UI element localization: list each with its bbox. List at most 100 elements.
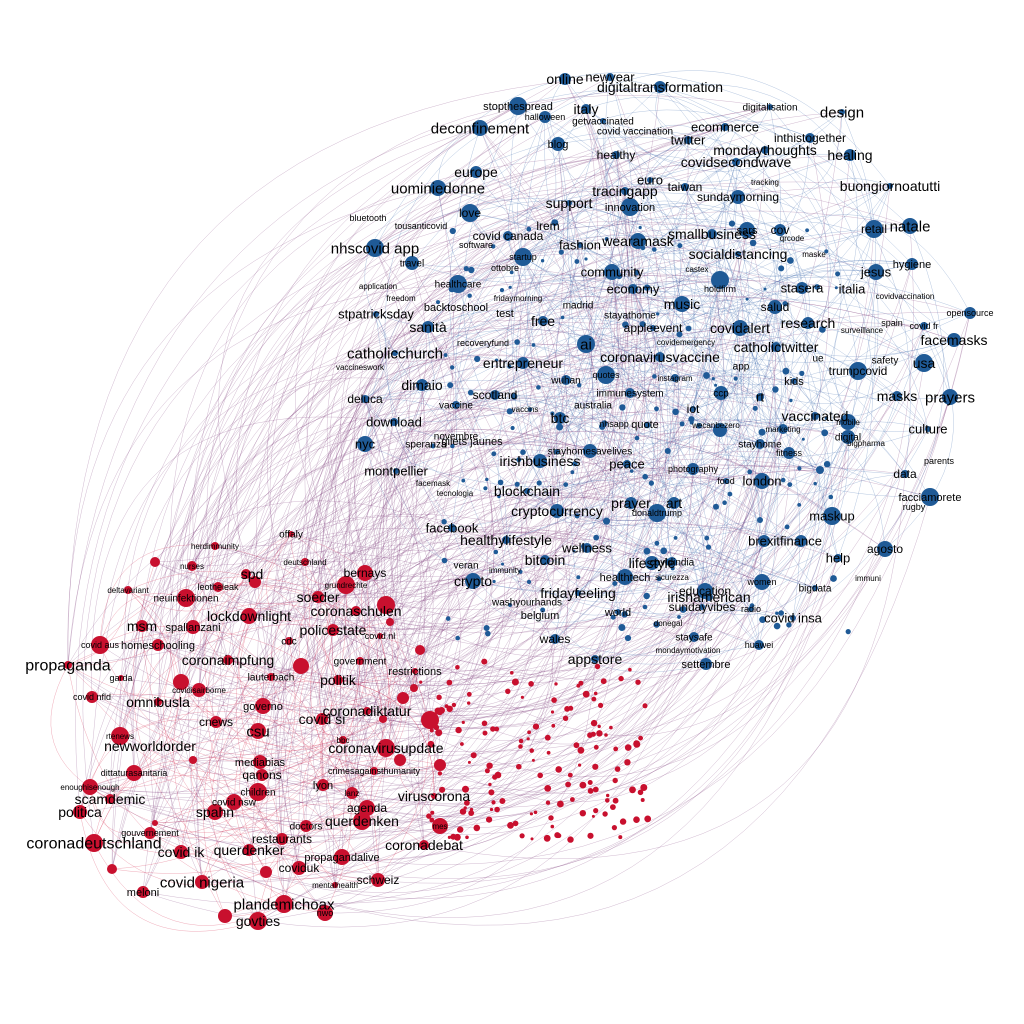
graph-node-minor bbox=[564, 706, 570, 712]
graph-node-minor bbox=[467, 701, 471, 705]
graph-edge bbox=[526, 490, 632, 525]
graph-node-minor bbox=[573, 742, 580, 749]
graph-edge bbox=[261, 396, 816, 776]
graph-edge bbox=[394, 352, 703, 608]
graph-edge bbox=[439, 346, 777, 766]
node-label: euro bbox=[637, 173, 663, 188]
node-label: cov bbox=[771, 223, 790, 237]
graph-edge bbox=[382, 120, 638, 720]
graph-edge bbox=[180, 718, 323, 853]
graph-edge bbox=[674, 372, 784, 430]
node-label: finance bbox=[780, 534, 822, 549]
graph-edge bbox=[109, 480, 727, 837]
graph-node-minor bbox=[447, 382, 454, 389]
graph-edge bbox=[681, 196, 739, 394]
graph-edge bbox=[556, 428, 784, 521]
node-label: policestate bbox=[300, 622, 367, 638]
graph-node bbox=[86, 691, 98, 703]
node-label: bigdata bbox=[799, 584, 832, 595]
graph-edge bbox=[570, 120, 816, 589]
graph-edge bbox=[583, 154, 721, 431]
graph-node-minor bbox=[635, 679, 641, 685]
node-label: gilets jaunes bbox=[441, 436, 503, 448]
graph-node bbox=[748, 606, 754, 612]
graph-edge bbox=[198, 395, 694, 691]
node-label: coronaschulen bbox=[310, 603, 401, 619]
graph-edge bbox=[433, 396, 951, 797]
node-label: mediabias bbox=[235, 757, 286, 769]
graph-edge bbox=[555, 139, 689, 564]
graph-node-minor bbox=[460, 742, 464, 746]
graph-node-minor bbox=[518, 569, 523, 574]
graph-edge bbox=[266, 533, 292, 642]
node-label: covidvaccination bbox=[876, 292, 935, 301]
graph-edge bbox=[395, 153, 851, 472]
graph-edge bbox=[239, 665, 302, 873]
graph-node-minor bbox=[612, 581, 618, 586]
graph-node-minor bbox=[799, 370, 805, 376]
graph-edge bbox=[67, 580, 474, 737]
graph-node bbox=[783, 447, 795, 459]
node-label: ai bbox=[580, 336, 592, 353]
node-label: wellness bbox=[561, 541, 612, 556]
graph-edge bbox=[807, 415, 821, 471]
graph-node bbox=[754, 574, 770, 590]
graph-node-minor bbox=[828, 494, 834, 500]
node-label: tousanticovid bbox=[395, 221, 448, 231]
graph-edge bbox=[67, 500, 453, 666]
graph-edge bbox=[413, 475, 727, 689]
graph-node bbox=[868, 264, 884, 280]
node-label: research bbox=[781, 315, 835, 331]
graph-edge bbox=[615, 137, 811, 183]
graph-node-minor bbox=[787, 257, 794, 264]
graph-node bbox=[312, 591, 324, 603]
node-label: facemasks bbox=[921, 332, 988, 348]
graph-node bbox=[421, 711, 439, 729]
node-label: digitaltransformation bbox=[597, 79, 723, 95]
graph-node-minor bbox=[696, 422, 702, 429]
graph-node bbox=[816, 466, 824, 474]
graph-node-minor bbox=[516, 457, 522, 463]
graph-edge bbox=[757, 312, 971, 646]
graph-edge bbox=[377, 127, 606, 881]
graph-edge bbox=[157, 328, 761, 646]
graph-node bbox=[906, 258, 918, 270]
graph-node-minor bbox=[572, 549, 576, 553]
graph-node bbox=[332, 882, 338, 888]
graph-edge bbox=[310, 572, 368, 809]
graph-node-minor bbox=[593, 744, 599, 750]
graph-edge bbox=[298, 394, 523, 869]
graph-node-minor bbox=[643, 421, 651, 429]
graph-edge bbox=[120, 253, 803, 679]
graph-edge bbox=[364, 572, 474, 597]
graph-edge bbox=[257, 408, 694, 922]
graph-node bbox=[211, 542, 219, 550]
node-label: stopthespread bbox=[483, 101, 553, 113]
graph-node-minor bbox=[544, 785, 552, 792]
graph-edge bbox=[270, 326, 453, 678]
graph-node-minor bbox=[516, 763, 522, 770]
node-label: quotes bbox=[592, 370, 620, 380]
node-label: digital bbox=[835, 433, 861, 444]
graph-node-minor bbox=[574, 259, 580, 264]
node-label: online bbox=[546, 71, 584, 87]
graph-node-minor bbox=[526, 737, 530, 741]
graph-node-minor bbox=[673, 536, 678, 540]
graph-node bbox=[699, 604, 705, 610]
graph-node-minor bbox=[592, 786, 599, 793]
node-label: tracingapp bbox=[592, 183, 658, 199]
graph-node-minor bbox=[530, 837, 534, 841]
graph-node-minor bbox=[629, 469, 634, 473]
graph-edge bbox=[111, 462, 727, 870]
node-label: covidalert bbox=[710, 320, 770, 336]
graph-node-minor bbox=[611, 825, 618, 831]
graph-node-minor bbox=[474, 355, 481, 363]
graph-edge bbox=[455, 154, 619, 406]
graph-edge bbox=[497, 240, 639, 541]
node-label: spain bbox=[881, 318, 903, 328]
graph-edge bbox=[556, 418, 784, 512]
graph-edge bbox=[568, 202, 721, 431]
node-label: appleevent bbox=[624, 321, 683, 335]
graph-node-minor bbox=[556, 423, 564, 431]
node-label: lyon bbox=[313, 780, 333, 792]
